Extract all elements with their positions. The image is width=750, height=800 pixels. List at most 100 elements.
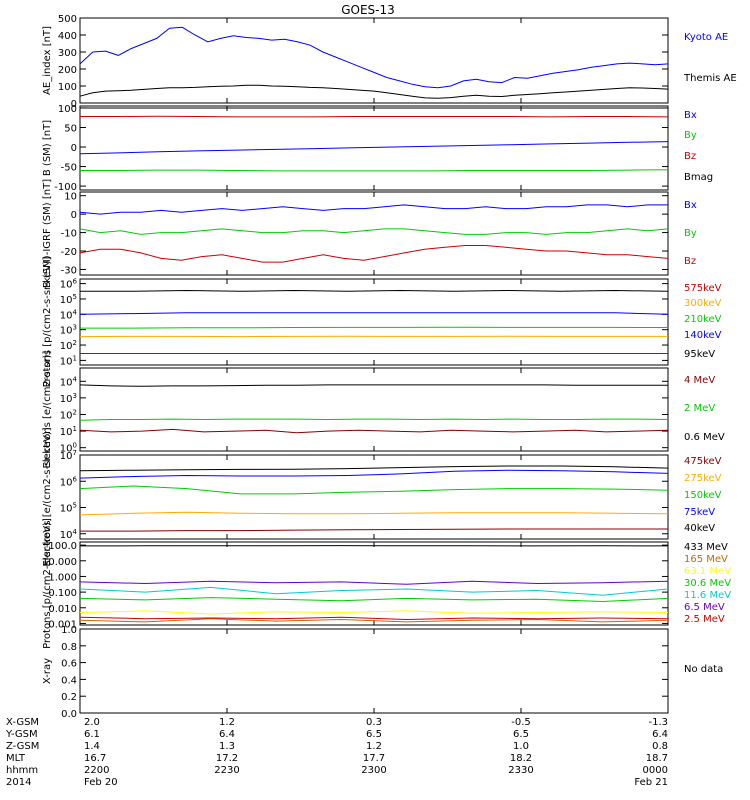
footer-value: 2230 (214, 765, 239, 776)
legend-label: Bz (684, 256, 696, 267)
y-tick-label: 104 (60, 308, 78, 321)
legend-label: By (684, 228, 697, 239)
footer-value: 6.4 (652, 729, 668, 740)
y-tick-label: -30 (61, 265, 77, 276)
panel-frame (79, 17, 669, 104)
footer-value: 16.7 (84, 753, 106, 764)
series-line-4-mev (79, 428, 669, 434)
panel-frame (79, 278, 669, 366)
y-axis-label: B (SM) [nT] (42, 120, 53, 176)
y-tick-label: 0.2 (61, 692, 77, 703)
legend-label: Bmag (684, 172, 713, 183)
series-line-by (79, 228, 669, 235)
series-line-2-5-mev (79, 616, 669, 621)
y-tick-label: 200 (58, 65, 77, 76)
series-line-11-6-mev (79, 586, 669, 596)
y-tick-label: 1.000 (48, 572, 77, 583)
y-axis-label: Protons [p/(cm2-s-sr-keV)] (42, 518, 53, 649)
legend-label: Bx (684, 110, 697, 121)
legend-label: 75keV (684, 507, 715, 518)
footer-row-label: X-GSM (6, 717, 39, 728)
footer-value: 6.5 (513, 729, 529, 740)
y-tick-label: 103 (60, 324, 77, 337)
footer-value: 6.4 (219, 729, 235, 740)
y-axis-label: Electrons [e/(cm2-s-sr-keV)] (42, 427, 53, 566)
footer-value: 1.3 (219, 741, 235, 752)
footer-value: 2330 (508, 765, 533, 776)
legend-label: 40keV (684, 523, 715, 534)
series-line-63-1-mev (79, 610, 669, 615)
legend-label: 63.1 MeV (684, 566, 731, 577)
series-line-95kev (80, 289, 669, 292)
panel-8: 0.0 0.2 0.4 0.6 0.8 1.0 X-ray No data (42, 625, 723, 720)
footer-value: 2300 (361, 765, 386, 776)
footer-value: 0.8 (652, 741, 668, 752)
footer-value: 1.2 (366, 741, 382, 752)
y-tick-label: -20 (61, 247, 77, 258)
series-line-210kev (80, 326, 669, 329)
footer-value: 1.4 (84, 741, 100, 752)
series-line-by (80, 169, 669, 172)
y-tick-label: 0 (71, 210, 77, 221)
y-tick-label: 106 (60, 475, 78, 488)
footer-value: 1.2 (219, 717, 235, 728)
legend-label: 150keV (684, 490, 722, 501)
y-axis-label: Electrons [e/(cm2-s-sr)] (42, 350, 53, 468)
y-tick-label: -50 (61, 163, 77, 174)
legend-label: 30.6 MeV (684, 578, 731, 589)
legend-label: 575keV (684, 283, 722, 294)
footer-value: 17.2 (216, 753, 238, 764)
legend-label: Kyoto AE (684, 32, 728, 43)
footer-row-label: Y-GSM (5, 729, 38, 740)
footer-value: -1.3 (648, 717, 668, 728)
footer-value: 6.1 (84, 729, 100, 740)
footer-value: 0.3 (366, 717, 382, 728)
footer-value: -0.5 (511, 717, 531, 728)
series-line-75kev (79, 469, 669, 479)
footer-value: 18.2 (510, 753, 532, 764)
y-axis-label: AE_index [nT] (42, 26, 53, 95)
series-line-0-6-mev (79, 384, 668, 387)
y-tick-label: 0 (71, 143, 77, 154)
y-tick-label: 1.0 (61, 625, 77, 636)
series-line-kyoto-ae (79, 26, 669, 89)
legend-label: 300keV (684, 298, 722, 309)
y-tick-label: 103 (60, 392, 77, 405)
y-tick-label: 100 (58, 104, 77, 115)
y-tick-label: 10.000 (42, 557, 77, 568)
panel-frame (79, 105, 669, 191)
chart-title: GOES-13 (341, 3, 395, 17)
y-tick-label: 101 (60, 354, 77, 367)
legend-label: 11.6 MeV (684, 590, 731, 601)
series-line-40kev (79, 465, 669, 472)
y-tick-label: 0.0 (61, 709, 77, 720)
legend-label: 275keV (684, 473, 722, 484)
y-tick-label: 102 (60, 339, 77, 352)
series-line-6-5-mev (79, 580, 669, 585)
y-tick-label: 105 (60, 293, 77, 306)
y-tick-label: 102 (60, 408, 77, 421)
y-tick-label: 500 (58, 14, 77, 25)
legend-label: 2.5 MeV (684, 614, 725, 625)
series-line-bz (80, 115, 669, 118)
footer-value: 2200 (84, 765, 109, 776)
legend-label: By (684, 130, 697, 141)
legend-label: 95keV (684, 349, 715, 360)
y-tick-label: 400 (58, 31, 77, 42)
series-line-165-mev (79, 618, 669, 623)
series-line-150kev (79, 485, 669, 495)
legend-label: Bz (684, 151, 696, 162)
y-tick-label: 0.100 (48, 588, 77, 599)
y-tick-label: 0.4 (61, 675, 77, 686)
orbit-footer: X-GSMY-GSMZ-GSMMLThhmm20142.06.11.416.72… (5, 717, 668, 788)
panel-frame (79, 191, 669, 276)
y-tick-label: 100 (58, 82, 77, 93)
y-tick-label: 300 (58, 48, 77, 59)
y-tick-label: 0.8 (61, 642, 77, 653)
y-tick-label: 100.0 (48, 541, 77, 552)
